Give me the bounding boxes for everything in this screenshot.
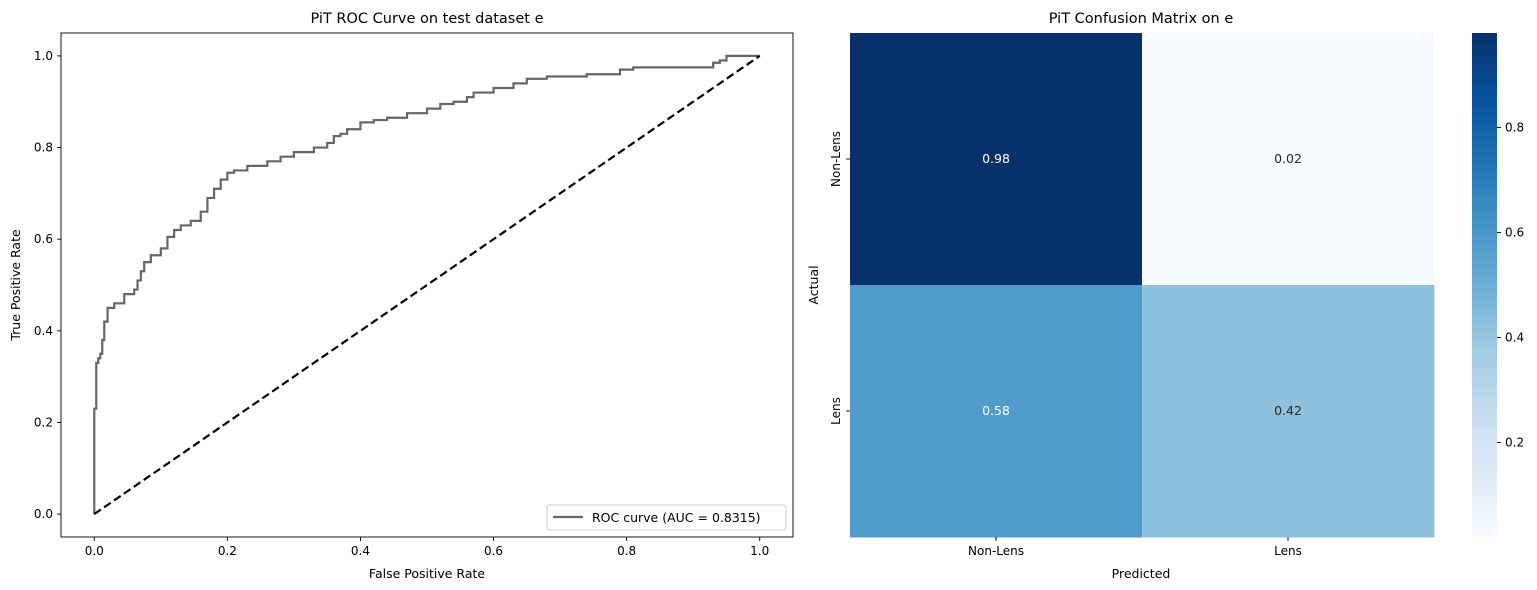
cm-cell-value: 0.42 (1274, 403, 1302, 418)
roc-y-tick-label: 0.4 (34, 324, 53, 338)
roc-x-tick-label: 0.4 (351, 544, 370, 558)
cm-cell (1142, 33, 1435, 286)
cm-title: PiT Confusion Matrix on e (1049, 11, 1234, 27)
roc-curve-line (93, 54, 760, 515)
roc-legend: ROC curve (AUC = 0.8315) (546, 504, 787, 531)
cm-y-tick-label: Lens (829, 397, 843, 425)
roc-legend-box (546, 504, 787, 531)
roc-y-tick-label: 1.0 (34, 49, 53, 63)
cm-cell-value: 0.58 (982, 403, 1010, 418)
roc-y-tick-label: 0.6 (34, 232, 53, 246)
cm-y-tick-label: Non-Lens (829, 131, 843, 187)
cm-colorbar-ticks: 0.2 0.4 0.6 0.8 (1497, 121, 1524, 450)
roc-x-tick-label: 0.0 (85, 544, 104, 558)
confusion-matrix-chart: PiT Confusion Matrix on e 0.98 0.020.58 0.… (806, 11, 1524, 581)
roc-plot-frame (60, 32, 794, 538)
cm-colorbar-tick-label: 0.8 (1505, 121, 1524, 135)
roc-chart: PiT ROC Curve on test dataset e 0.0 0.2 0.… (8, 11, 794, 581)
cm-colorbar-tick-label: 0.4 (1505, 331, 1524, 345)
cm-colorbar: 0.2 0.4 0.6 0.8 (1472, 33, 1524, 537)
roc-x-tick-label: 0.6 (484, 544, 503, 558)
roc-x-tick-label: 0.2 (218, 544, 237, 558)
roc-title: PiT ROC Curve on test dataset e (310, 11, 543, 27)
roc-x-tick-label: 1.0 (750, 544, 769, 558)
cm-cell (850, 33, 1143, 286)
cm-cells: 0.98 0.02 0.58 0.42 (850, 33, 1435, 538)
roc-x-ticks: 0.0 0.2 0.4 0.6 0.8 1.0 (85, 537, 769, 558)
roc-x-tick-label: 0.8 (617, 544, 636, 558)
cm-ticks: Non-Lens Lens Non-Lens Lens (829, 131, 1302, 558)
cm-cell-value: 0.02 (1274, 151, 1302, 166)
cm-cell-value: 0.98 (982, 151, 1010, 166)
cm-y-axis-label: Actual (806, 265, 821, 304)
roc-y-axis-label: True Positive Rate (8, 229, 23, 342)
cm-colorbar-gradient (1472, 33, 1497, 537)
roc-y-tick-label: 0.8 (34, 141, 53, 155)
cm-colorbar-tick-label: 0.6 (1505, 226, 1524, 240)
roc-legend-label: ROC curve (AUC = 0.8315) (592, 510, 761, 525)
cm-colorbar-tick-label: 0.2 (1505, 436, 1524, 450)
cm-x-tick-label: Lens (1274, 544, 1302, 558)
roc-lines (93, 54, 761, 515)
cm-cell (1142, 285, 1435, 538)
roc-y-ticks: 0.0 0.2 0.4 0.6 0.8 1.0 (34, 49, 61, 521)
roc-y-tick-label: 0.0 (34, 507, 53, 521)
cm-x-axis-label: Predicted (1112, 566, 1171, 581)
cm-x-tick-label: Non-Lens (968, 544, 1024, 558)
roc-y-tick-label: 0.2 (34, 415, 53, 429)
cm-cell (850, 285, 1143, 538)
roc-x-axis-label: False Positive Rate (369, 566, 485, 581)
chance-diagonal-line (93, 55, 761, 515)
